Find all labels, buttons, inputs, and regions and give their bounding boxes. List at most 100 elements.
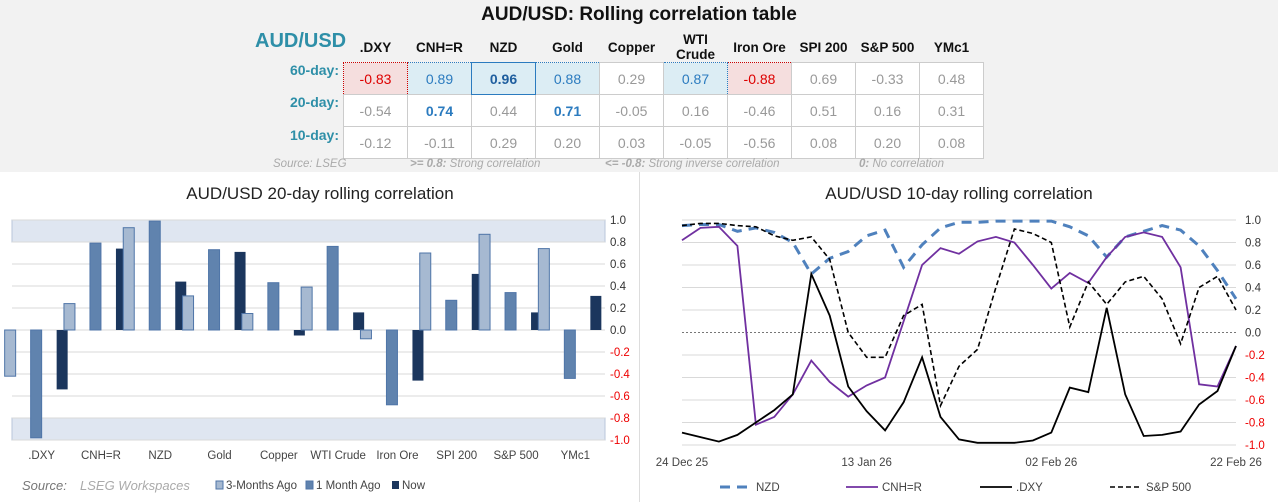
- table-cell: 0.74: [407, 94, 472, 127]
- y-tick-label: -0.2: [610, 347, 630, 359]
- column-header: S&P 500: [860, 39, 915, 55]
- bar: [293, 330, 305, 336]
- table-cell: 0.08: [919, 126, 984, 159]
- table-cell: -0.56: [727, 126, 792, 159]
- bar: [419, 252, 432, 331]
- correlation-table-panel: AUD/USD: Rolling correlation table AUD/U…: [0, 0, 1278, 172]
- series-line: [681, 270, 1237, 444]
- y-tick-label: 0.4: [1245, 283, 1262, 295]
- table-cell: 0.03: [599, 126, 664, 159]
- bar: [590, 295, 602, 330]
- bar: [412, 330, 424, 381]
- y-tick-label: -0.8: [610, 413, 630, 425]
- row-label: 20-day:: [289, 94, 339, 110]
- table-cell: -0.88: [727, 62, 792, 95]
- bar: [30, 329, 43, 439]
- y-tick-label: 1.0: [1245, 215, 1261, 227]
- bar: [63, 303, 76, 331]
- column-header: Copper: [607, 39, 656, 55]
- y-tick-label: 1.0: [610, 215, 626, 227]
- table-cell: 0.71: [535, 94, 600, 127]
- y-tick-label: -1.0: [610, 435, 630, 447]
- y-tick-label: 0.2: [1245, 305, 1261, 317]
- shaded-band: [11, 417, 606, 441]
- x-tick-label: Gold: [207, 450, 231, 462]
- bar: [241, 313, 254, 331]
- bar: [182, 295, 195, 331]
- x-tick-label: CNH=R: [81, 450, 121, 462]
- legend-none: 0: No correlation: [859, 158, 945, 170]
- y-tick-label: 0.4: [610, 281, 627, 293]
- table-cell: 0.29: [599, 62, 664, 95]
- bar: [445, 299, 458, 331]
- y-tick-label: 0.0: [1245, 328, 1261, 340]
- bar-chart: 1.0 0.8 0.6 0.4 0.2 0.0 -0.2 -0.4 -0.6 -0.8 -1.0 .D…: [4, 215, 630, 493]
- line-chart: 1.0 0.8 0.6 0.4 0.2 0.0 -0.2 -0.4 -0.6 -0.8 -1.0 24…: [656, 215, 1266, 494]
- table-cell: 0.48: [919, 62, 984, 95]
- table-cell: 0.16: [855, 94, 920, 127]
- table-cell: 0.88: [535, 62, 600, 95]
- bar: [478, 233, 491, 331]
- divider: [639, 172, 640, 502]
- x-tick-label: Iron Ore: [376, 450, 418, 462]
- bar: [531, 312, 543, 330]
- bar: [300, 286, 313, 331]
- legend-label: NZD: [756, 482, 780, 494]
- table-cell: -0.83: [343, 62, 408, 95]
- x-tick-label: SPI 200: [436, 450, 477, 462]
- table-cell: -0.05: [663, 126, 728, 159]
- bar: [471, 273, 483, 330]
- column-header: SPI 200: [799, 39, 848, 55]
- row-header: AUD/USD: [255, 30, 347, 52]
- y-tick-label: -0.6: [610, 391, 630, 403]
- column-header: CNH=R: [416, 39, 463, 55]
- chart-source: Source:: [22, 478, 67, 493]
- bar: [385, 329, 398, 406]
- table-cell: 0.51: [791, 94, 856, 127]
- y-tick-label: 0.6: [1245, 260, 1261, 272]
- table-row: -0.83 0.89 0.96 0.88 0.29 0.87 -0.88 0.69 -0.33 0…: [343, 62, 984, 95]
- legend-label: 3-Months Ago: [226, 480, 297, 492]
- column-header: .DXY: [359, 39, 392, 55]
- bar-chart-title: AUD/USD 20-day rolling correlation: [186, 184, 454, 203]
- legend-label: CNH=R: [882, 482, 922, 494]
- table-cell: 0.89: [407, 62, 472, 95]
- table-cell: 0.20: [855, 126, 920, 159]
- bar: [115, 248, 127, 330]
- bar: [175, 281, 187, 330]
- table-cell: -0.54: [343, 94, 408, 127]
- legend-swatch: [305, 480, 314, 490]
- chart-source-name: LSEG Workspaces: [80, 478, 190, 493]
- y-tick-label: -0.8: [1245, 418, 1265, 430]
- table-cell: 0.87: [663, 62, 728, 95]
- table-row: -0.12 -0.11 0.29 0.20 0.03 -0.05 -0.56 0.08 0.20…: [343, 126, 984, 159]
- table-cell: 0.20: [535, 126, 600, 159]
- table-cell: -0.46: [727, 94, 792, 127]
- table-cell: -0.12: [343, 126, 408, 159]
- x-tick-label: S&P 500: [493, 450, 538, 462]
- bar: [504, 292, 517, 331]
- x-tick-label: Copper: [260, 450, 298, 462]
- y-tick-label: -1.0: [1245, 440, 1265, 452]
- bar: [326, 245, 339, 331]
- x-tick-label: .DXY: [28, 450, 55, 462]
- x-tick-label: 13 Jan 26: [841, 457, 892, 469]
- bar: [359, 329, 372, 340]
- table-cell: -0.11: [407, 126, 472, 159]
- bar: [148, 220, 161, 331]
- table-source: Source: LSEG: [273, 158, 347, 170]
- bar: [563, 329, 576, 379]
- shaded-band: [11, 219, 606, 243]
- y-tick-label: -0.4: [610, 369, 630, 381]
- column-header: WTI Crude: [675, 32, 715, 62]
- y-tick-label: 0.8: [610, 237, 626, 249]
- table-cell: 0.31: [919, 94, 984, 127]
- bar: [89, 242, 102, 331]
- legend-label: 1 Month Ago: [316, 480, 381, 492]
- row-label: 10-day:: [289, 127, 339, 143]
- y-tick-label: -0.6: [1245, 395, 1265, 407]
- column-header: YMc1: [933, 39, 970, 55]
- x-tick-label: 24 Dec 25: [656, 457, 708, 469]
- column-header: Iron Ore: [733, 39, 786, 55]
- table-cell: 0.69: [791, 62, 856, 95]
